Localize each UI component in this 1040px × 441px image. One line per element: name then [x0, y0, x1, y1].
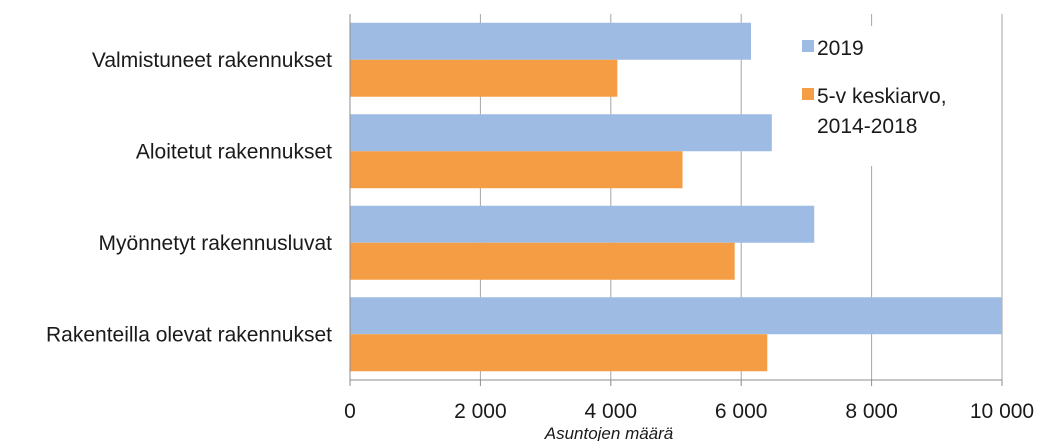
bars: [350, 22, 1002, 372]
x-tick-label: 6 000: [715, 400, 768, 423]
x-tick-label: 10 000: [970, 400, 1034, 423]
legend-swatch: [802, 88, 814, 100]
bar: [350, 151, 683, 189]
bar: [350, 334, 768, 372]
x-tick-label: 0: [344, 400, 356, 423]
category-labels: Valmistuneet rakennukset Aloitetut rakenn…: [46, 49, 332, 347]
x-tick-label: 4 000: [585, 400, 638, 423]
x-tick-label: 2 000: [454, 400, 507, 423]
legend-label: 2014-2018: [817, 115, 917, 138]
legend: 2019 5-v keskiarvo, 2014-2018: [795, 26, 955, 166]
x-axis: [349, 14, 1003, 386]
category-label: Aloitetut rakennukset: [136, 140, 332, 163]
x-tick-label: 8 000: [845, 400, 898, 423]
bar: [350, 242, 735, 280]
bar: [350, 59, 618, 97]
bar: [350, 22, 751, 60]
category-label: Valmistuneet rakennukset: [92, 49, 332, 72]
legend-label: 2019: [817, 37, 864, 60]
bar: [350, 297, 1002, 335]
bar: [350, 114, 772, 152]
legend-swatch: [802, 40, 814, 52]
legend-label: 5-v keskiarvo,: [817, 85, 947, 108]
category-label: Rakenteilla olevat rakennukset: [46, 323, 332, 346]
category-label: Myönnetyt rakennusluvat: [99, 232, 333, 255]
bar: [350, 205, 815, 243]
x-tick-labels: 0 2 000 4 000 6 000 8 000 10 000: [344, 400, 1034, 423]
legend-background: [795, 26, 955, 166]
x-axis-title: Asuntojen määrä: [544, 424, 674, 441]
